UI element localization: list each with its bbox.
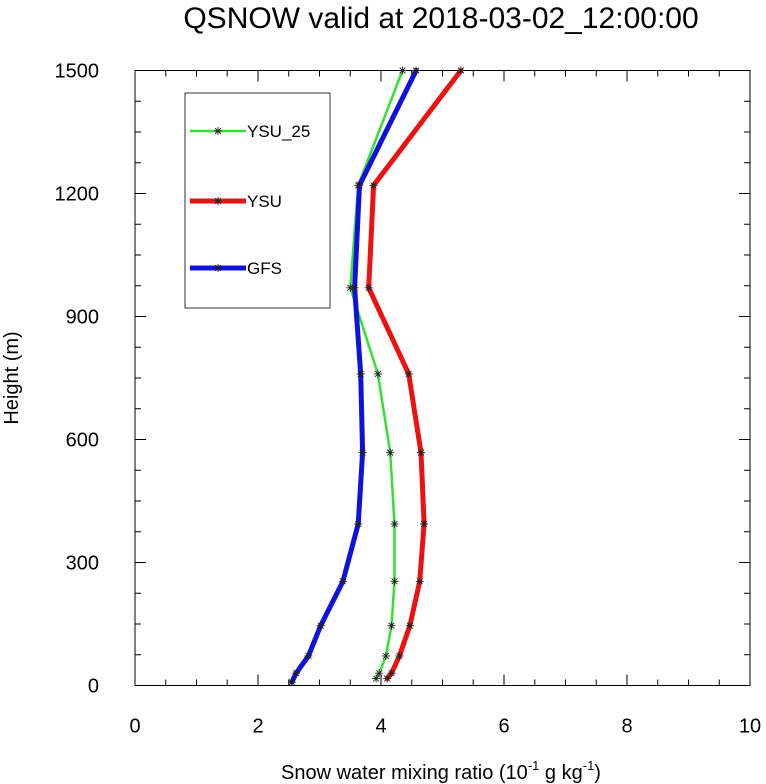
x-axis-label: Snow water mixing ratio (10-1 g kg-1) [281, 758, 601, 784]
series-ysu-25 [346, 66, 407, 683]
asterisk-marker [354, 519, 363, 528]
x-tick-label: 6 [498, 716, 509, 738]
asterisk-marker [390, 519, 399, 528]
asterisk-marker [390, 577, 399, 586]
y-tick-label: 600 [66, 430, 99, 452]
series-line [366, 68, 464, 681]
legend-entry: GFS [190, 259, 282, 278]
legend-label: GFS [247, 259, 282, 278]
asterisk-marker [316, 621, 325, 630]
asterisk-marker [381, 651, 390, 660]
series-layer [287, 66, 465, 687]
asterisk-marker [214, 197, 222, 205]
asterisk-marker [395, 651, 404, 660]
x-tick-label: 2 [252, 716, 263, 738]
legend-entry: YSU_25 [190, 122, 310, 141]
asterisk-marker [364, 283, 373, 292]
asterisk-marker [405, 621, 414, 630]
asterisk-marker [404, 369, 413, 378]
x-tick-label: 10 [739, 716, 761, 738]
asterisk-marker [369, 181, 378, 190]
asterisk-marker [383, 674, 392, 683]
asterisk-marker [416, 448, 425, 457]
legend: YSU_25 YSU GFS [184, 92, 331, 309]
asterisk-marker [292, 669, 301, 678]
x-axis-label-end: ) [594, 762, 601, 784]
plot-frame [134, 70, 751, 686]
x-axis-label-mid: g kg [539, 762, 582, 784]
asterisk-marker [304, 651, 313, 660]
asterisk-marker [420, 519, 429, 528]
asterisk-marker [287, 678, 296, 687]
x-axis-label-sup2: -1 [583, 758, 595, 773]
chart-title: QSNOW valid at 2018-03-02_12:00:00 [183, 2, 698, 35]
asterisk-marker [375, 669, 384, 678]
y-tick-label: 900 [66, 307, 99, 329]
asterisk-marker [338, 577, 347, 586]
asterisk-marker [214, 127, 222, 135]
asterisk-marker [412, 66, 421, 75]
asterisk-marker [355, 181, 364, 190]
asterisk-marker [398, 66, 407, 75]
y-axis-label: Height (m) [1, 331, 23, 424]
asterisk-marker [456, 66, 465, 75]
y-tick-label: 0 [88, 676, 99, 698]
asterisk-marker [386, 448, 395, 457]
y-tick-label: 300 [66, 553, 99, 575]
legend-label: YSU_25 [247, 122, 310, 141]
y-tick-label: 1200 [55, 184, 100, 206]
asterisk-marker [358, 448, 367, 457]
x-axis-label-sup1: -1 [528, 758, 540, 773]
asterisk-marker [350, 283, 359, 292]
y-tick-labels: 0 300 600 900 1200 1500 [55, 61, 100, 698]
x-tick-label: 4 [375, 716, 386, 738]
series-ysu [364, 66, 465, 683]
x-tick-label: 0 [129, 716, 140, 738]
x-axis-label-main: Snow water mixing ratio (10 [281, 762, 528, 784]
asterisk-marker [387, 669, 396, 678]
y-tick-label: 1500 [55, 61, 100, 83]
asterisk-marker [373, 369, 382, 378]
series-gfs [287, 66, 421, 687]
legend-entry: YSU [190, 192, 282, 211]
asterisk-marker [356, 369, 365, 378]
asterisk-marker [415, 577, 424, 586]
legend-label: YSU [247, 192, 282, 211]
x-tick-labels: 0 2 4 6 8 10 [129, 716, 761, 738]
asterisk-marker [387, 621, 396, 630]
x-tick-label: 8 [621, 716, 632, 738]
asterisk-marker [214, 264, 222, 272]
